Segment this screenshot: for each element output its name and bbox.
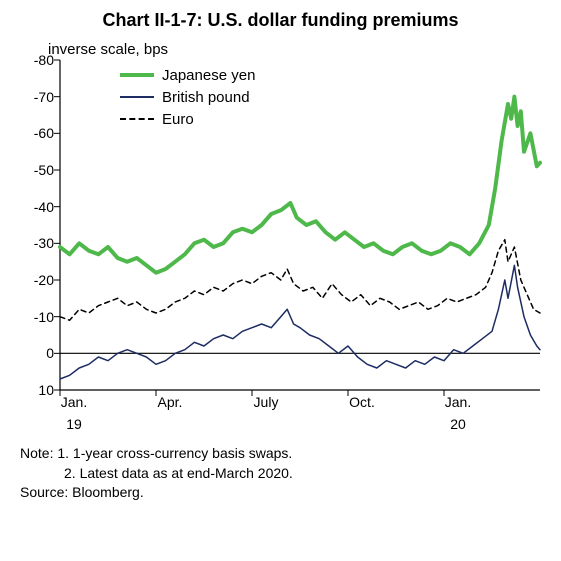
legend-item-euro: Euro	[120, 108, 255, 130]
x-tick-label: July	[254, 394, 279, 410]
y-tick-label: -30	[14, 235, 54, 251]
x-tick-label: Oct.	[349, 394, 375, 410]
legend: Japanese yen British pound Euro	[120, 64, 255, 130]
y-tick-label: -80	[14, 52, 54, 68]
note-line-1: Note: 1. 1-year cross-currency basis swa…	[20, 444, 541, 464]
legend-swatch-euro	[120, 118, 154, 120]
x-tick-label: Apr.	[158, 394, 183, 410]
x-tick-label: Jan.	[445, 394, 471, 410]
y-tick-label: -20	[14, 272, 54, 288]
x-year-label: 19	[66, 416, 82, 432]
y-axis-subtitle: inverse scale, bps	[48, 41, 541, 58]
legend-swatch-pound	[120, 96, 154, 98]
legend-label-pound: British pound	[162, 89, 250, 106]
y-tick-label: -70	[14, 89, 54, 105]
legend-label-euro: Euro	[162, 111, 194, 128]
note-line-2: 2. Latest data as at end-March 2020.	[20, 464, 541, 484]
series-british-pound	[60, 265, 540, 379]
x-year-label: 20	[450, 416, 466, 432]
y-tick-label: 0	[14, 345, 54, 361]
y-tick-label: -10	[14, 309, 54, 325]
legend-label-yen: Japanese yen	[162, 67, 255, 84]
y-tick-label: -60	[14, 125, 54, 141]
x-tick-label: Jan.	[61, 394, 87, 410]
plot-area: Japanese yen British pound Euro -80-70-6…	[60, 60, 540, 390]
source-line: Source: Bloomberg.	[20, 483, 541, 503]
legend-swatch-yen	[120, 73, 154, 77]
legend-item-yen: Japanese yen	[120, 64, 255, 86]
chart-notes: Note: 1. 1-year cross-currency basis swa…	[20, 444, 541, 503]
chart-container: Chart II-1-7: U.S. dollar funding premiu…	[0, 0, 561, 561]
legend-item-pound: British pound	[120, 86, 255, 108]
y-tick-label: -50	[14, 162, 54, 178]
y-tick-label: 10	[14, 382, 54, 398]
chart-title: Chart II-1-7: U.S. dollar funding premiu…	[20, 10, 541, 31]
y-tick-label: -40	[14, 199, 54, 215]
